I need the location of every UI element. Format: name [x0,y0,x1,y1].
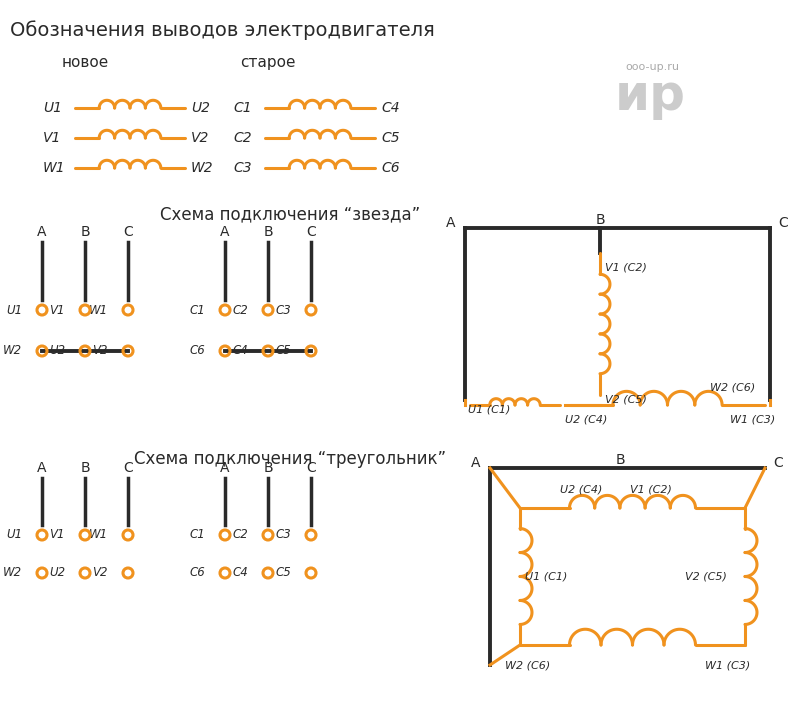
Text: ooo-up.ru: ooo-up.ru [625,62,679,72]
Text: C1: C1 [190,529,205,541]
Text: C5: C5 [275,567,291,579]
Text: C: C [773,456,782,470]
Text: W1 (C3): W1 (C3) [730,415,775,425]
Text: U1: U1 [6,303,22,317]
Text: C6: C6 [381,161,400,175]
Text: B: B [263,225,273,239]
Text: C3: C3 [275,303,291,317]
Text: V2: V2 [93,344,108,358]
Text: W1 (C3): W1 (C3) [705,660,750,670]
Text: W2 (C6): W2 (C6) [505,660,550,670]
Text: C2: C2 [232,529,248,541]
Text: C6: C6 [190,344,205,358]
Text: B: B [263,461,273,475]
Text: V2: V2 [93,567,108,579]
Text: A: A [38,461,46,475]
Text: W1: W1 [89,529,108,541]
Text: C5: C5 [381,131,400,145]
Text: B: B [80,225,90,239]
Text: V1: V1 [50,303,65,317]
Text: Схема подключения “звезда”: Схема подключения “звезда” [160,205,420,223]
Text: V2 (C5): V2 (C5) [605,395,647,405]
Text: U1: U1 [6,529,22,541]
Text: ир: ир [615,72,686,120]
Text: старое: старое [240,55,295,70]
Text: W2: W2 [3,567,22,579]
Text: новое: новое [62,55,110,70]
Text: B: B [595,213,605,227]
Text: A: A [220,461,230,475]
Text: U2: U2 [191,101,210,115]
Text: A: A [470,456,480,470]
Text: A: A [446,216,455,230]
Text: W2: W2 [3,344,22,358]
Text: W2 (C6): W2 (C6) [710,382,755,392]
Text: W2: W2 [191,161,214,175]
Text: V2 (C5): V2 (C5) [685,572,727,582]
Text: C2: C2 [232,303,248,317]
Text: B: B [615,453,625,467]
Text: B: B [80,461,90,475]
Text: C2: C2 [233,131,252,145]
Text: U2 (C4): U2 (C4) [560,485,602,495]
Text: C4: C4 [381,101,400,115]
Text: V2: V2 [191,131,210,145]
Text: U1 (C1): U1 (C1) [525,572,567,582]
Text: V1: V1 [43,131,62,145]
Text: A: A [220,225,230,239]
Text: U2: U2 [49,344,65,358]
Text: C4: C4 [232,567,248,579]
Text: V1 (C2): V1 (C2) [630,485,672,495]
Text: Схема подключения “треугольник”: Схема подключения “треугольник” [134,450,446,468]
Text: U1 (C1): U1 (C1) [468,405,510,415]
Text: U1: U1 [43,101,62,115]
Text: C6: C6 [190,567,205,579]
Text: Обозначения выводов электродвигателя: Обозначения выводов электродвигателя [10,20,434,39]
Text: C: C [306,461,316,475]
Text: W1: W1 [89,303,108,317]
Text: C3: C3 [275,529,291,541]
Text: A: A [38,225,46,239]
Text: C: C [123,225,133,239]
Text: C: C [306,225,316,239]
Text: V1: V1 [50,529,65,541]
Text: C4: C4 [232,344,248,358]
Text: U2: U2 [49,567,65,579]
Text: C5: C5 [275,344,291,358]
Text: C1: C1 [190,303,205,317]
Text: C3: C3 [233,161,252,175]
Text: W1: W1 [43,161,66,175]
Text: C1: C1 [233,101,252,115]
Text: U2 (C4): U2 (C4) [565,415,607,425]
Text: C: C [778,216,788,230]
Text: V1 (C2): V1 (C2) [605,263,647,273]
Text: C: C [123,461,133,475]
